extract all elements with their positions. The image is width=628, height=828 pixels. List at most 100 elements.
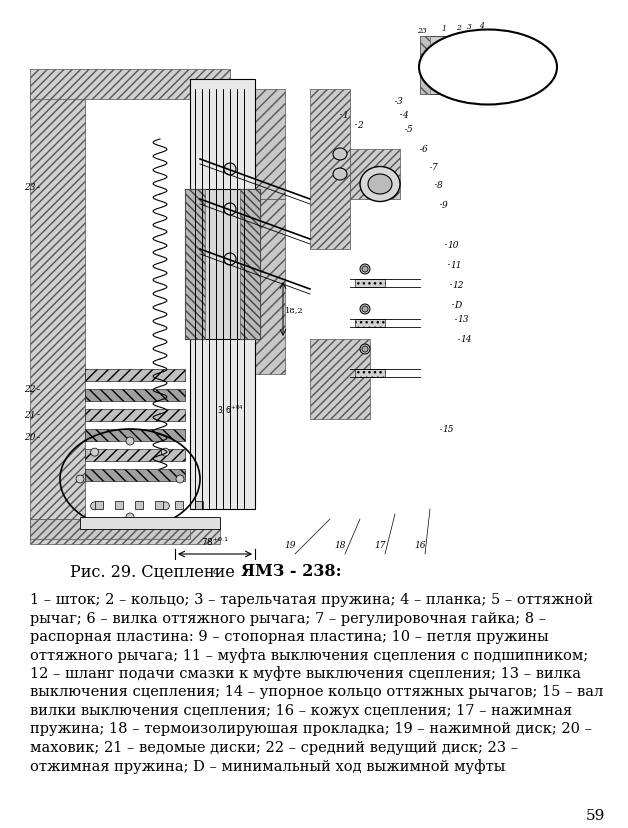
Ellipse shape	[360, 265, 370, 275]
Text: отжимная пружина; D – минимальный ход выжимной муфты: отжимная пружина; D – минимальный ход вы…	[30, 758, 506, 773]
Ellipse shape	[362, 306, 368, 313]
Bar	[115, 502, 123, 509]
Text: 1 – шток; 2 – кольцо; 3 – тарельчатая пружина; 4 – планка; 5 – оттяжной: 1 – шток; 2 – кольцо; 3 – тарельчатая пр…	[30, 592, 593, 606]
Bar	[190, 80, 255, 509]
Text: 1: 1	[342, 110, 348, 119]
Text: 1: 1	[441, 25, 447, 33]
Bar	[30, 70, 230, 100]
Text: рычаг; 6 – вилка оттяжного рычага; 7 – регулировочная гайка; 8 –: рычаг; 6 – вилка оттяжного рычага; 7 – р…	[30, 611, 546, 625]
Text: 4: 4	[479, 22, 484, 30]
Bar	[255, 90, 285, 200]
Text: 12: 12	[452, 280, 463, 289]
Bar	[240, 190, 260, 339]
Ellipse shape	[333, 169, 347, 181]
Text: $78^{+0.1}$: $78^{+0.1}$	[201, 535, 229, 547]
Text: выключения сцепления; 14 – упорное кольцо оттяжных рычагов; 15 – вал: выключения сцепления; 14 – упорное кольц…	[30, 685, 604, 699]
Ellipse shape	[76, 475, 84, 484]
Text: 8: 8	[437, 181, 443, 190]
Ellipse shape	[224, 164, 236, 176]
Text: 18: 18	[334, 541, 346, 549]
Ellipse shape	[90, 503, 99, 510]
Bar	[452, 38, 462, 90]
Text: 21: 21	[24, 410, 36, 419]
Bar	[185, 190, 260, 339]
Text: 6: 6	[422, 146, 428, 154]
Ellipse shape	[419, 31, 557, 105]
Bar	[155, 502, 163, 509]
Text: ЯМЗ - 238:: ЯМЗ - 238:	[241, 563, 342, 580]
Ellipse shape	[161, 503, 170, 510]
Ellipse shape	[362, 347, 368, 353]
Ellipse shape	[126, 513, 134, 522]
Bar	[255, 200, 285, 374]
Ellipse shape	[360, 167, 400, 202]
Bar	[30, 519, 220, 544]
Text: пружина; 18 – термоизолируюшая прокладка; 19 – нажимной диск; 20 –: пружина; 18 – термоизолируюшая прокладка…	[30, 722, 592, 735]
Bar	[30, 80, 85, 539]
Bar	[85, 430, 185, 441]
Bar	[95, 502, 103, 509]
Bar	[85, 469, 185, 481]
Bar	[462, 42, 474, 88]
Ellipse shape	[362, 267, 368, 272]
Bar	[195, 502, 203, 509]
Text: вилки выключения сцепления; 16 – кожух сцепления; 17 – нажимная: вилки выключения сцепления; 16 – кожух с…	[30, 703, 572, 717]
Bar	[474, 44, 492, 86]
Text: Рис. 29. Сцепление: Рис. 29. Сцепление	[70, 563, 240, 580]
Bar	[30, 519, 190, 539]
Text: 12 – шланг подачи смазки к муфте выключения сцепления; 13 – вилка: 12 – шланг подачи смазки к муфте выключе…	[30, 666, 581, 681]
Bar	[80, 518, 220, 529]
Text: 19: 19	[284, 541, 296, 549]
Text: 0,8...1,3: 0,8...1,3	[484, 82, 516, 90]
Ellipse shape	[224, 253, 236, 266]
Bar	[220, 180, 255, 379]
Text: $3,6^{+04}$: $3,6^{+04}$	[217, 402, 243, 416]
Text: 5: 5	[407, 125, 413, 134]
Bar	[310, 90, 350, 250]
Bar	[430, 40, 452, 90]
Text: 7: 7	[432, 163, 438, 172]
Text: 4: 4	[402, 110, 408, 119]
Ellipse shape	[360, 344, 370, 354]
Bar	[85, 450, 185, 461]
Bar	[355, 369, 385, 378]
Ellipse shape	[126, 437, 134, 445]
Text: 17: 17	[374, 541, 386, 549]
Text: маховик; 21 – ведомые диски; 22 – средний ведущий диск; 23 –: маховик; 21 – ведомые диски; 22 – средни…	[30, 740, 518, 754]
Text: 59: 59	[585, 808, 605, 822]
Ellipse shape	[333, 149, 347, 161]
Text: оттяжного рычага; 11 – муфта выключения сцепления с подшипником;: оттяжного рычага; 11 – муфта выключения …	[30, 647, 588, 662]
Bar	[355, 320, 385, 328]
Text: 18,2: 18,2	[285, 306, 303, 314]
Text: 10: 10	[447, 240, 458, 249]
Text: 11: 11	[450, 260, 462, 269]
Bar	[85, 389, 185, 402]
Bar	[175, 502, 183, 509]
Bar	[355, 280, 385, 287]
Text: 3: 3	[467, 23, 472, 31]
Text: 14: 14	[460, 335, 472, 344]
Ellipse shape	[360, 305, 370, 315]
Text: 23: 23	[417, 27, 427, 35]
Text: 2: 2	[455, 24, 460, 32]
Text: 3: 3	[397, 98, 403, 106]
Ellipse shape	[224, 204, 236, 216]
Text: распорная пластина: 9 – стопорная пластина; 10 – петля пружины: распорная пластина: 9 – стопорная пласти…	[30, 629, 549, 643]
Bar	[420, 37, 430, 95]
Ellipse shape	[176, 475, 184, 484]
Ellipse shape	[161, 449, 170, 456]
Text: 16: 16	[414, 541, 426, 549]
Ellipse shape	[90, 449, 99, 456]
Text: 9: 9	[442, 200, 448, 209]
Bar	[350, 150, 400, 200]
Bar	[185, 190, 205, 339]
Bar	[310, 339, 370, 420]
Text: 23: 23	[24, 183, 36, 192]
Text: 2: 2	[357, 120, 363, 129]
Ellipse shape	[368, 175, 392, 195]
Text: 15: 15	[442, 425, 453, 434]
Text: 13: 13	[457, 315, 468, 324]
Text: 22: 22	[24, 385, 36, 394]
Bar	[420, 37, 450, 95]
Bar	[85, 410, 185, 421]
